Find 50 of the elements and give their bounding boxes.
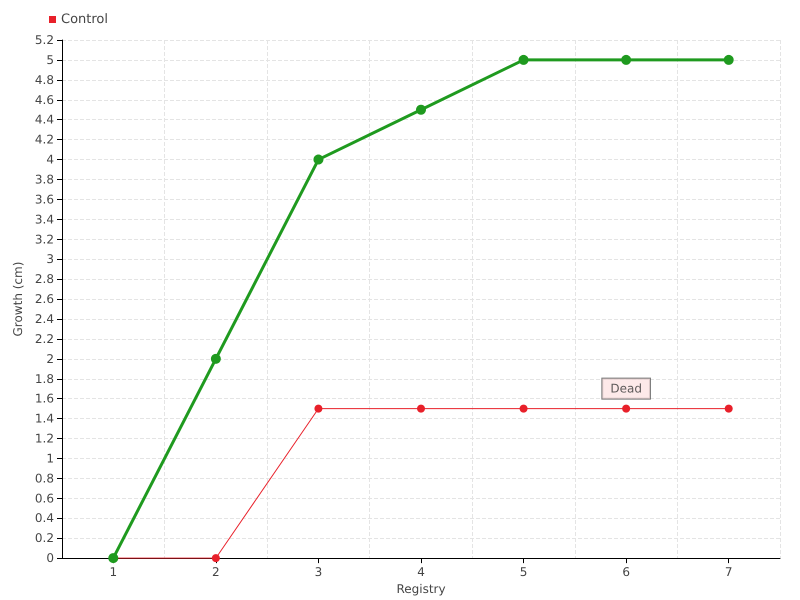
y-tick-label: 1.6 [34, 392, 54, 406]
y-tick-label: 4.4 [34, 112, 54, 127]
y-tick-label: 3 [46, 252, 54, 266]
point [314, 404, 322, 413]
legend-label: Control [61, 12, 108, 27]
y-tick-label: 0.4 [34, 511, 54, 526]
y-tick-label: 0.2 [34, 531, 54, 546]
y-tick-label: 4.2 [34, 132, 54, 147]
y-tick-label: 5 [46, 52, 54, 67]
point [520, 404, 528, 413]
y-tick-label: 0.6 [34, 491, 54, 506]
x-tick-label: 2 [212, 565, 220, 580]
y-tick-label: 0.8 [34, 471, 54, 486]
x-axis-title: Registry [396, 582, 446, 596]
point [313, 154, 324, 165]
y-tick-label: 2.2 [34, 332, 54, 346]
annotation: Dead [610, 382, 642, 396]
x-tick-label: 7 [724, 565, 733, 580]
point [724, 404, 733, 413]
y-tick-label: 2 [46, 352, 54, 366]
point [724, 54, 734, 65]
x-tick-label: 3 [314, 565, 322, 580]
point [621, 54, 632, 65]
y-tick-label: 3.6 [34, 192, 54, 206]
y-tick-label: 3.8 [34, 172, 54, 186]
x-tick-label: 1 [109, 565, 118, 580]
x-tick-label: 6 [622, 565, 630, 580]
point [417, 404, 425, 413]
y-tick-label: 2.8 [34, 272, 54, 286]
y-tick-label: 1.2 [34, 432, 54, 446]
y-tick-label: 4 [46, 152, 54, 167]
y-tick-label: 4.6 [34, 92, 54, 107]
y-tick-label: 1 [46, 451, 54, 466]
point [210, 354, 221, 364]
y-tick-label: 3.2 [34, 232, 54, 246]
y-tick-label: 1.4 [34, 412, 54, 426]
x-tick-label: 4 [417, 565, 425, 580]
point [416, 104, 426, 115]
y-tick-label: 1.8 [34, 372, 54, 386]
y-axis-title: Growth (cm) [11, 262, 26, 337]
y-tick-label: 0 [46, 551, 54, 566]
x-tick-label: 5 [520, 565, 528, 580]
y-tick-label: 3.4 [34, 212, 54, 226]
y-tick-label: 4.8 [34, 72, 54, 87]
y-tick-label: 5.2 [34, 33, 54, 47]
point [212, 554, 220, 562]
point [518, 54, 529, 65]
point [622, 404, 630, 413]
y-tick-label: 2.4 [34, 312, 54, 326]
y-tick-label: 2.6 [34, 292, 54, 306]
